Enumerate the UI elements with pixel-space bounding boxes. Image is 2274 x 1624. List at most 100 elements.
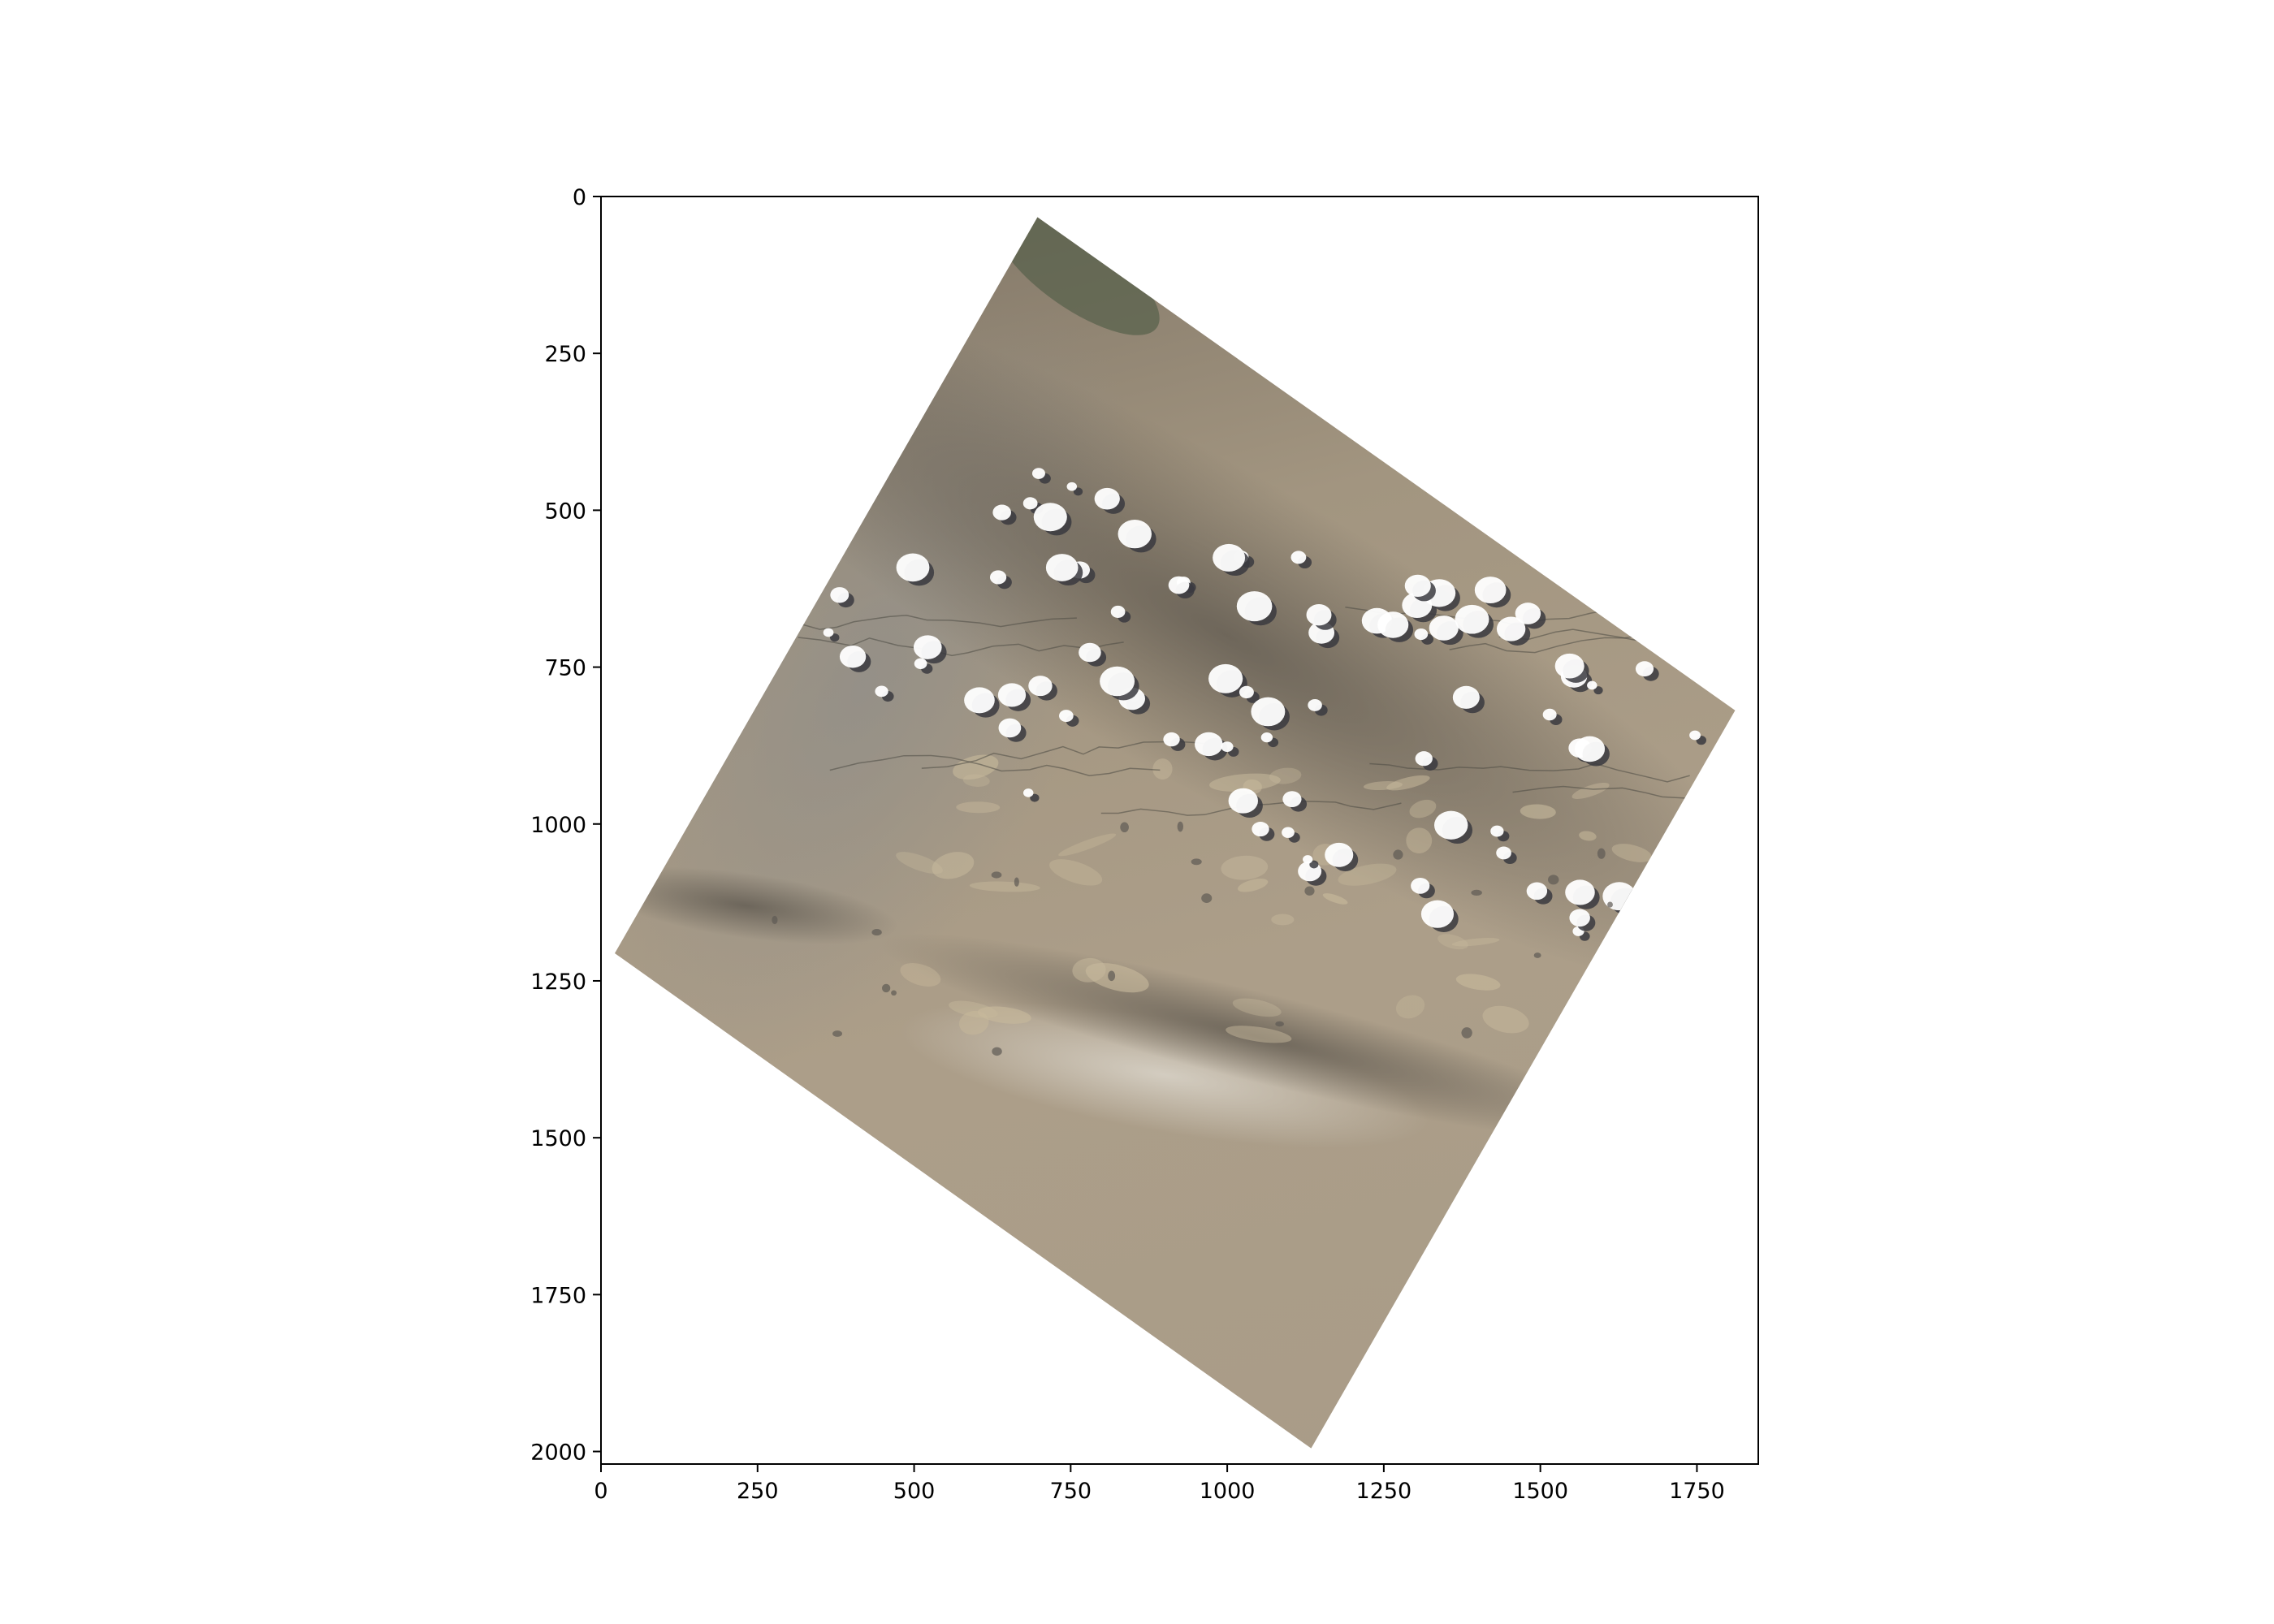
cloud — [1377, 611, 1409, 638]
x-tick-label: 500 — [893, 1479, 936, 1504]
cloud — [1282, 791, 1302, 808]
cloud-shadow — [1547, 875, 1559, 885]
x-tick-label: 0 — [594, 1479, 607, 1504]
cloud — [1163, 732, 1180, 747]
cloud — [1228, 788, 1259, 814]
terrain-patch — [1482, 1005, 1529, 1034]
cloud — [1414, 628, 1429, 641]
terrain-patch — [1232, 998, 1282, 1017]
cloud-shadow — [1177, 821, 1183, 832]
y-tick-label: 750 — [544, 656, 586, 681]
cloud — [1208, 663, 1243, 693]
terrain-patch — [896, 852, 943, 875]
cloud — [875, 685, 888, 698]
cloud — [896, 553, 930, 582]
cloud-shadow — [1597, 848, 1606, 859]
terrain-patch — [1611, 844, 1653, 862]
cloud — [992, 504, 1011, 520]
terrain-patch — [900, 963, 941, 987]
cloud — [1624, 970, 1650, 991]
terrain-patch — [977, 1006, 1031, 1024]
cloud — [1079, 642, 1101, 663]
cloud-shadow — [1304, 886, 1315, 896]
cloud-shadow — [991, 871, 1002, 879]
terrain-patch — [962, 774, 990, 787]
cloud — [1260, 732, 1273, 743]
cloud — [1415, 751, 1433, 767]
cloud — [1028, 676, 1053, 697]
cloud — [989, 570, 1007, 585]
terrain-patch — [1395, 995, 1425, 1019]
cloud — [1420, 900, 1455, 928]
y-tick-label: 500 — [544, 499, 586, 524]
cloud — [1303, 855, 1313, 864]
cloud — [1496, 616, 1526, 641]
cloud-shadow — [1201, 893, 1213, 903]
cloud — [1022, 788, 1034, 797]
terrain-patch — [1406, 827, 1433, 853]
y-tick-label: 1250 — [530, 970, 586, 995]
cloud-shadow — [881, 983, 891, 993]
cloud-shadow — [1275, 1021, 1284, 1027]
cloud — [1404, 574, 1431, 598]
axes-frame — [600, 196, 1759, 1465]
cloud — [1033, 503, 1067, 532]
river-line — [772, 614, 1077, 630]
terrain-patch — [1049, 859, 1103, 886]
cloud-shadow — [1549, 1046, 1555, 1055]
x-tick-label: 250 — [737, 1479, 779, 1504]
cloud-shadow — [830, 633, 840, 642]
y-tick-label: 250 — [544, 342, 586, 367]
cloud — [1059, 710, 1074, 723]
cloud-shadow — [1632, 975, 1655, 996]
cloud — [1455, 604, 1489, 634]
cloud — [1433, 810, 1468, 840]
terrain-patch — [1363, 781, 1403, 791]
cloud-shadow — [1533, 952, 1541, 958]
cloud — [1118, 520, 1152, 549]
cloud-shadow — [1551, 1033, 1558, 1040]
cloud-shadow — [1461, 1027, 1472, 1039]
terrain-patch — [1409, 799, 1437, 818]
y-tick-label: 1750 — [530, 1283, 586, 1308]
cloud-shadow — [871, 928, 882, 936]
cloud-shadow — [1120, 822, 1129, 833]
terrain-patch — [932, 852, 975, 879]
terrain-patch — [1455, 974, 1501, 991]
cloud — [1515, 603, 1541, 624]
cloud — [1496, 846, 1511, 860]
cloud — [1195, 732, 1223, 757]
cloud — [1325, 842, 1354, 867]
cloud — [1452, 685, 1480, 709]
terrain-patch — [956, 801, 1001, 814]
shadow-streak — [880, 933, 1637, 1142]
river-line — [1369, 762, 1690, 783]
terrain-patch — [1386, 775, 1430, 791]
terrain-patch — [1072, 957, 1106, 983]
terrain-patch — [1626, 899, 1645, 914]
cloud-shadow — [858, 453, 879, 472]
shadow-streak — [614, 866, 898, 944]
cloud — [823, 628, 834, 637]
terrain-patch — [1520, 804, 1556, 819]
x-tick-label: 1000 — [1200, 1479, 1256, 1504]
cloud — [1100, 666, 1135, 697]
haze-streak — [900, 1002, 1429, 1148]
vegetation-patch — [994, 217, 1160, 335]
cloud — [1290, 551, 1307, 564]
terrain-patch — [1451, 937, 1500, 947]
terrain-patch — [1437, 934, 1468, 950]
cloud — [1045, 554, 1079, 581]
cloud — [1282, 827, 1295, 838]
cloud — [1066, 482, 1078, 491]
x-tick-label: 1250 — [1356, 1479, 1412, 1504]
cloud — [1569, 909, 1590, 927]
cloud — [1022, 497, 1038, 510]
y-tick-label: 2000 — [530, 1440, 586, 1466]
y-tick-label: 0 — [573, 185, 586, 210]
cloud — [1689, 730, 1701, 741]
y-tick-label: 1000 — [530, 813, 586, 838]
terrain-patch — [1226, 1026, 1292, 1043]
cloud — [914, 658, 927, 669]
